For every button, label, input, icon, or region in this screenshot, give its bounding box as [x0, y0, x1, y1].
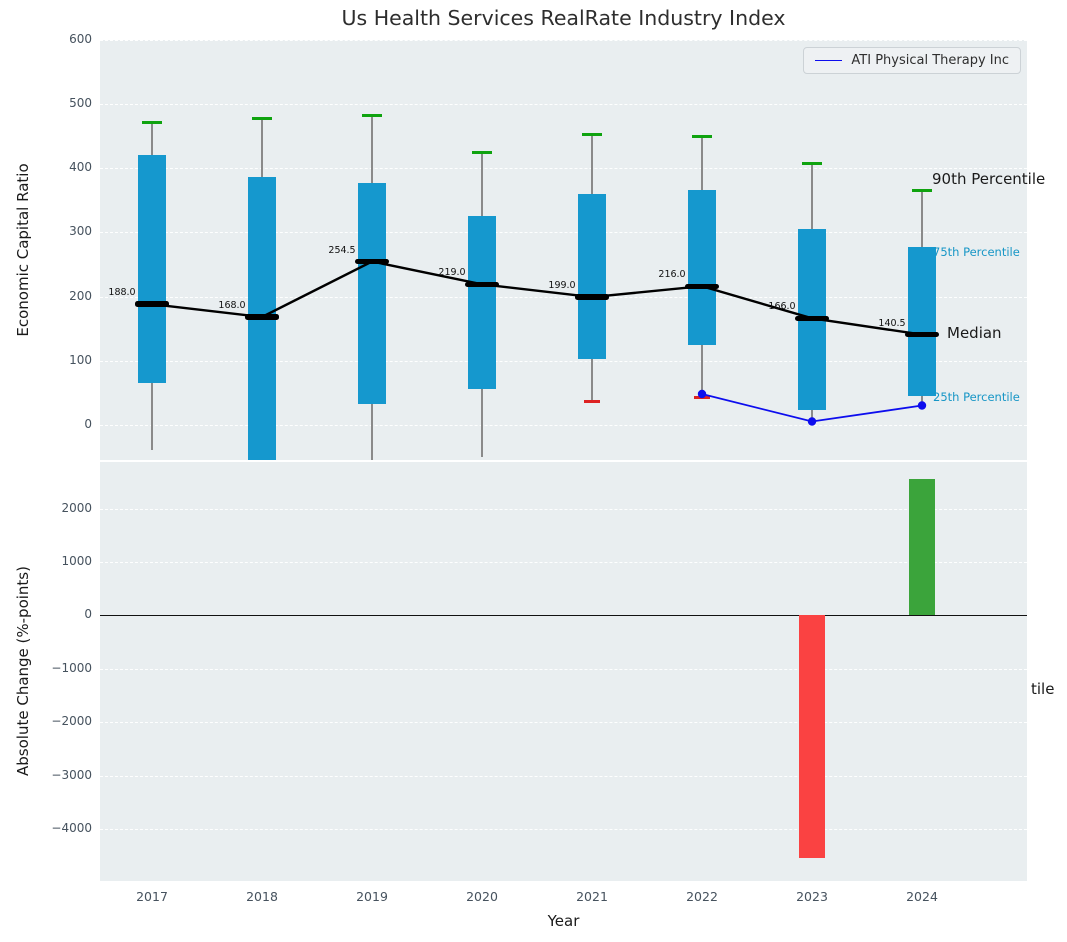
absolute-change-panel	[100, 462, 1027, 881]
legend: ATI Physical Therapy Inc	[803, 47, 1021, 74]
x-tick-label: 2023	[796, 889, 828, 904]
gridline	[100, 668, 1027, 670]
iqr-box	[358, 183, 386, 404]
median-marker	[135, 301, 169, 307]
x-tick-label: 2020	[466, 889, 498, 904]
median-line	[151, 260, 923, 336]
y-tick-label: −1000	[51, 660, 92, 675]
y-tick-label: 0	[84, 607, 92, 622]
percentile-label: Median	[947, 324, 1002, 343]
company-series-marker	[807, 417, 817, 426]
legend-label: ATI Physical Therapy Inc	[851, 53, 1009, 68]
gridline	[100, 508, 1027, 510]
economic-capital-ratio-panel: ATI Physical Therapy Inc 188.0 168.0 254.5…	[100, 40, 1027, 460]
company-series-marker	[697, 389, 707, 399]
median-marker	[355, 258, 389, 265]
y-tick-label: 200	[69, 288, 92, 303]
legend-line-sample	[815, 60, 843, 61]
gridline	[100, 829, 1027, 831]
y-tick-label: −3000	[51, 767, 92, 782]
median-value-label: 199.0	[548, 280, 576, 292]
p90-cap	[912, 188, 932, 192]
gridline	[100, 296, 1027, 298]
median-value-label: 219.0	[438, 267, 466, 279]
y-tick-label: 300	[69, 224, 92, 239]
median-value-label: 254.5	[328, 244, 356, 256]
y-tick-label: 100	[69, 352, 92, 367]
gridline	[100, 722, 1027, 724]
lines-overlay	[151, 260, 927, 426]
x-tick-label: 2017	[136, 889, 168, 904]
y-tick-label: −4000	[51, 821, 92, 836]
iqr-box	[688, 190, 716, 345]
median-marker	[465, 281, 499, 288]
y-tick-label: 600	[69, 32, 92, 46]
y-tick-label: 500	[69, 96, 92, 111]
iqr-box	[908, 247, 936, 397]
iqr-box	[138, 155, 166, 383]
x-tick-label: 2019	[356, 889, 388, 904]
clipped-percentile-label: tile	[1031, 680, 1055, 698]
median-value-label: 168.0	[218, 300, 246, 311]
gridline	[100, 360, 1027, 362]
median-marker	[795, 315, 829, 321]
x-tick-label: 2022	[686, 889, 718, 904]
p90-cap	[582, 133, 602, 137]
chart-title: Us Health Services RealRate Industry Ind…	[341, 6, 786, 30]
median-marker	[905, 331, 939, 338]
gridline	[100, 561, 1027, 563]
gridline	[100, 232, 1027, 234]
median-value-label: 166.0	[768, 301, 796, 313]
p90-cap	[252, 117, 272, 121]
gridline	[100, 775, 1027, 777]
p10-cap	[584, 400, 600, 404]
median-value-label: 140.5	[878, 317, 906, 329]
x-tick-label: 2021	[576, 889, 608, 904]
x-axis-label: Year	[547, 912, 580, 930]
gridline	[100, 424, 1027, 426]
gridline	[100, 104, 1027, 106]
p90-cap	[692, 135, 712, 139]
y-tick-label: 0	[84, 416, 92, 431]
change-bar-positive	[909, 479, 935, 616]
median-marker	[245, 314, 279, 320]
p90-cap	[472, 150, 492, 154]
p90-cap	[142, 120, 162, 124]
median-marker	[575, 294, 609, 300]
percentile-label: 90th Percentile	[932, 170, 1046, 189]
y-tick-label: 2000	[61, 500, 92, 515]
zero-line	[100, 614, 1027, 617]
median-value-label: 188.0	[108, 287, 136, 299]
y-tick-label: 400	[69, 160, 92, 175]
y-axis-label-bottom: Absolute Change (%-points)	[14, 566, 32, 776]
y-tick-label: 1000	[61, 553, 92, 568]
change-bar-negative	[799, 615, 825, 858]
iqr-box	[578, 193, 606, 359]
x-tick-label: 2018	[246, 889, 278, 904]
p90-cap	[362, 114, 382, 118]
iqr-box	[468, 215, 496, 390]
p90-cap	[802, 161, 822, 165]
median-value-label: 216.0	[658, 269, 686, 281]
x-tick-label: 2024	[906, 889, 938, 904]
y-axis-label-top: Economic Capital Ratio	[14, 163, 32, 337]
median-marker	[685, 283, 719, 289]
gridline	[100, 40, 1027, 41]
y-tick-label: −2000	[51, 714, 92, 729]
gridline	[100, 168, 1027, 170]
percentile-label: 75th Percentile	[933, 244, 1020, 259]
percentile-label: 25th Percentile	[933, 389, 1020, 404]
company-series-marker	[917, 401, 927, 410]
